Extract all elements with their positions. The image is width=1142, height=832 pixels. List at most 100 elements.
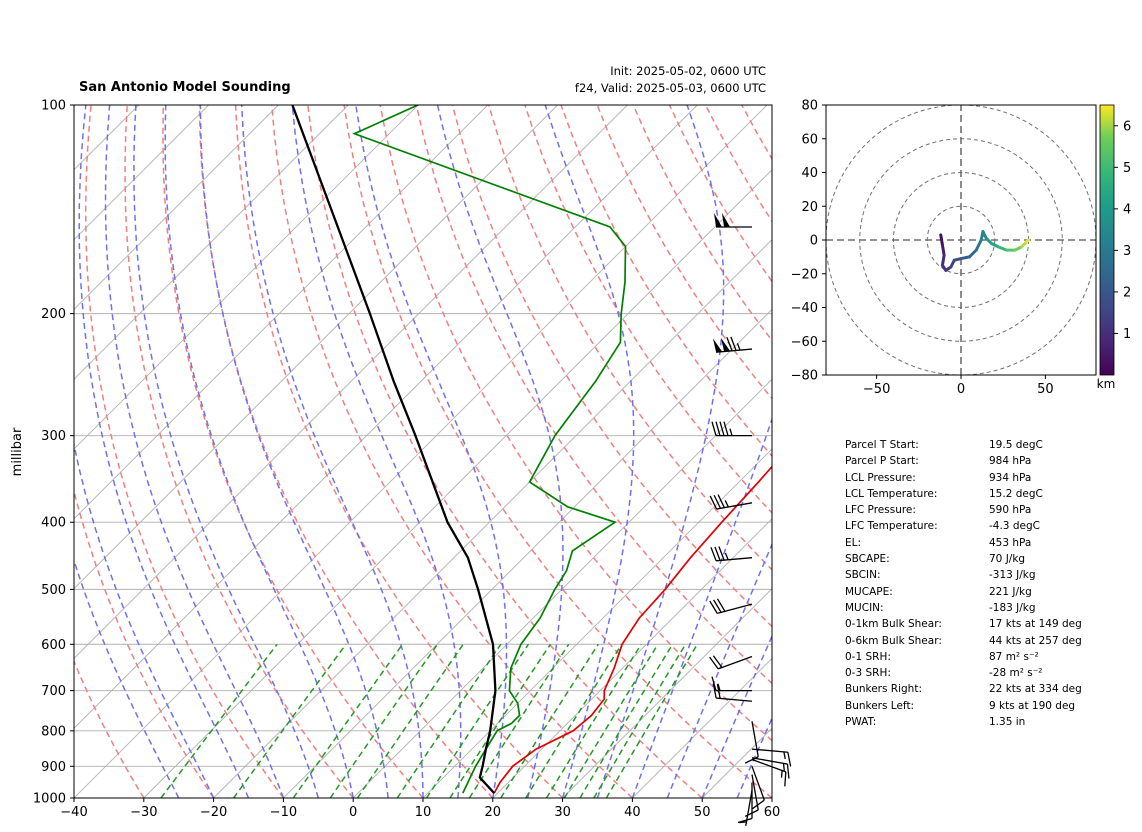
- barb-full: [787, 752, 792, 767]
- moist-adiabat: [74, 441, 215, 798]
- mixing-ratio-line: [329, 643, 439, 798]
- wind-barb: [751, 758, 787, 787]
- wind-barb: [712, 683, 753, 702]
- parameter-row: 0-1km Bulk Shear: 17 kts at 149 deg: [845, 616, 1082, 632]
- wind-barb: [744, 721, 759, 764]
- wind-barb: [751, 766, 765, 810]
- hodo-x-tick-label: 50: [1037, 382, 1054, 397]
- parameter-value: 1.35 in: [989, 716, 1026, 729]
- mixing-ratio-line: [292, 643, 404, 798]
- parameter-row: Parcel T Start: 19.5 degC: [845, 437, 1082, 453]
- isotherm: [213, 238, 772, 798]
- height-colorbar: [1099, 104, 1115, 376]
- wind-barb: [710, 546, 753, 562]
- parameter-value: 453 hPa: [989, 536, 1032, 549]
- parameter-row: SBCIN: -313 J/kg: [845, 567, 1082, 583]
- wind-barb: [739, 790, 753, 826]
- mixing-ratio-line: [356, 643, 464, 798]
- moist-adiabat: [544, 105, 635, 798]
- barb-staff: [751, 721, 759, 757]
- moist-adiabat: [104, 105, 285, 798]
- isotherm: [74, 105, 628, 660]
- parameter-row: EL: 453 hPa: [845, 535, 1082, 551]
- parameter-label: LCL Temperature:: [845, 487, 938, 500]
- hodograph-segment: [940, 243, 946, 257]
- mixing-ratio-line: [545, 643, 642, 798]
- barb-half: [724, 552, 729, 561]
- chart-title: San Antonio Model Sounding: [79, 80, 291, 95]
- dry-adiabat: [162, 105, 424, 798]
- parameter-label: Bunkers Left:: [845, 699, 915, 712]
- parameter-label: Parcel T Start:: [845, 439, 919, 451]
- y-tick-label: 600: [41, 638, 66, 653]
- x-tick-label: 60: [764, 805, 781, 820]
- wind-barb: [709, 655, 753, 670]
- parameter-value: 87 m² s⁻²: [989, 650, 1039, 663]
- y-tick-label: 1000: [33, 792, 66, 807]
- hodograph-segment: [967, 248, 978, 259]
- parameter-label: SBCAPE:: [845, 553, 890, 566]
- hodo-x-tick-label: −50: [863, 382, 890, 397]
- parameter-row: LCL Pressure: 934 hPa: [845, 470, 1082, 486]
- barb-staff: [751, 757, 788, 765]
- parameter-value: 44 kts at 257 deg: [989, 634, 1082, 647]
- isotherm: [74, 105, 419, 450]
- parameter-value: -28 m² s⁻²: [989, 667, 1043, 680]
- parameter-label: Bunkers Right:: [845, 683, 922, 696]
- barb-full: [730, 336, 737, 351]
- isotherm: [352, 378, 772, 798]
- y-tick-label: 400: [41, 516, 66, 531]
- x-tick-label: −30: [130, 805, 157, 820]
- barb-half: [782, 763, 785, 771]
- parameter-value: -183 J/kg: [989, 601, 1036, 614]
- hodo-y-tick-label: −60: [791, 335, 818, 350]
- colorbar-tick-label: 2: [1123, 285, 1131, 300]
- barb-staff: [717, 603, 753, 615]
- hodograph-segment: [974, 238, 983, 252]
- barb-half: [729, 428, 733, 436]
- colorbar-axes: 1 2 3 4 5 6: [1114, 119, 1131, 342]
- parameter-label: MUCIN:: [845, 601, 884, 614]
- barb-full: [714, 546, 721, 561]
- parameter-value: 984 hPa: [989, 455, 1032, 468]
- parameter-row: LFC Temperature: -4.3 degC: [845, 518, 1082, 534]
- moist-adiabat: [199, 105, 389, 798]
- moist-adiabat: [436, 105, 564, 798]
- hodo-y-tick-label: 40: [801, 166, 818, 181]
- sounding-parameters: Parcel T Start: 19.5 degC Parcel P Start: 9…: [845, 437, 1082, 730]
- barb-flag: [714, 213, 722, 228]
- dry-adiabat: [343, 105, 772, 798]
- isotherm: [74, 105, 698, 729]
- x-tick-label: −40: [60, 805, 87, 820]
- barb-flag: [720, 337, 731, 352]
- mixing-ratio-line: [232, 643, 347, 798]
- dry-adiabat: [198, 105, 494, 798]
- mixing-ratio-line: [160, 643, 278, 798]
- barb-flag: [722, 213, 730, 228]
- y-axis-label: millibar: [10, 427, 25, 476]
- barb-full: [717, 494, 726, 508]
- parameter-label: 0-3 SRH:: [845, 667, 891, 680]
- parameter-row: 0-1 SRH: 87 m² s⁻²: [845, 649, 1082, 665]
- barb-staff: [751, 774, 759, 811]
- dry-adiabat: [415, 105, 772, 685]
- dry-adiabat: [74, 488, 215, 798]
- parameter-row: SBCAPE: 70 J/kg: [845, 551, 1082, 567]
- dry-adiabat: [234, 105, 564, 798]
- barb-half: [724, 500, 729, 508]
- parameter-value: -313 J/kg: [989, 569, 1036, 582]
- parameter-label: SBCIN:: [845, 569, 881, 582]
- barb-staff: [717, 655, 753, 670]
- barb-staff: [751, 758, 787, 773]
- barb-staff: [751, 766, 765, 801]
- parameter-value: 15.2 degC: [989, 487, 1043, 500]
- barb-full: [711, 421, 717, 436]
- y-tick-label: 500: [41, 583, 66, 598]
- moist-adiabat: [355, 105, 508, 798]
- parameter-label: EL:: [845, 536, 862, 549]
- parameter-label: MUCAPE:: [845, 585, 893, 598]
- y-tick-label: 100: [41, 99, 66, 114]
- hodo-x-tick-label: 0: [957, 382, 965, 397]
- hodo-y-tick-label: −40: [791, 301, 818, 316]
